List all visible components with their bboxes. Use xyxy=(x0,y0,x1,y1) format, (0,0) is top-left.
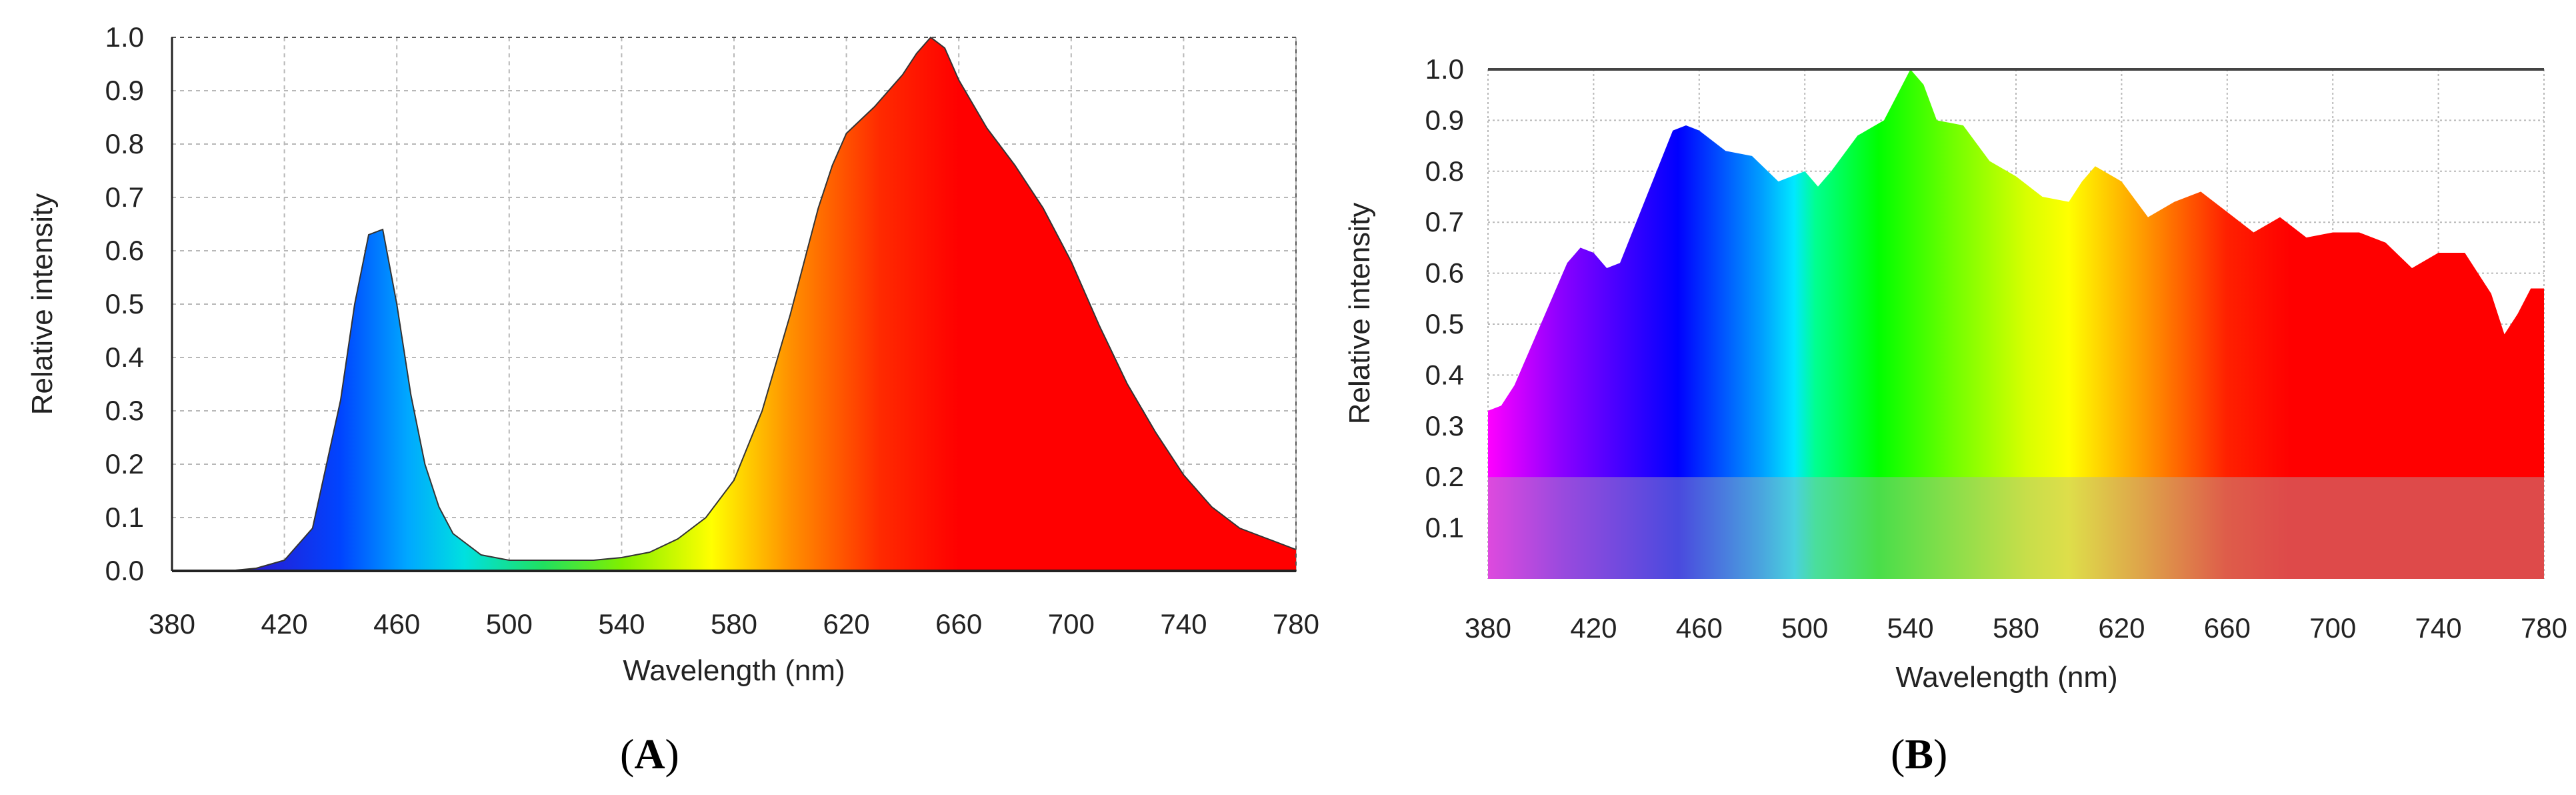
x-tick-a-2: 460 xyxy=(373,608,420,640)
x-tick-labels-b: 380 420 460 500 540 580 620 660 700 740 780 xyxy=(1465,612,2567,644)
y-tick-a-4: 0.4 xyxy=(105,341,144,373)
y-tick-a-8: 0.8 xyxy=(105,128,144,159)
chart-panel-b: 380 420 460 500 540 580 620 660 700 740 780 0.1 0.2… xyxy=(1343,53,2567,778)
y-tick-a-5: 0.5 xyxy=(105,288,144,319)
spectrum-area-a xyxy=(172,37,1296,571)
y-tick-b-7: 0.8 xyxy=(1425,155,1464,187)
panel-label-b: (B) xyxy=(1891,730,1947,778)
chart-panel-a: 380 420 460 500 540 580 620 660 700 740 780 0.0 0.1… xyxy=(26,21,1319,778)
y-tick-b-8: 0.9 xyxy=(1425,104,1464,135)
y-axis-title-b: Relative intensity xyxy=(1343,203,1376,425)
x-tick-a-6: 620 xyxy=(823,608,870,640)
x-tick-a-4: 540 xyxy=(598,608,645,640)
x-tick-a-5: 580 xyxy=(711,608,757,640)
x-axis-title-a: Wavelength (nm) xyxy=(623,654,845,687)
x-tick-a-1: 420 xyxy=(261,608,308,640)
x-tick-b-6: 620 xyxy=(2098,612,2145,644)
x-tick-b-7: 660 xyxy=(2204,612,2251,644)
x-tick-a-8: 700 xyxy=(1048,608,1095,640)
y-tick-a-3: 0.3 xyxy=(105,395,144,426)
x-tick-b-5: 580 xyxy=(1993,612,2039,644)
x-tick-b-9: 740 xyxy=(2415,612,2462,644)
y-tick-labels-a: 0.0 0.1 0.2 0.3 0.4 0.5 0.6 0.7 0.8 0.9 1.0 xyxy=(105,21,144,586)
y-tick-a-6: 0.6 xyxy=(105,235,144,266)
low-intensity-band-b xyxy=(1488,477,2544,579)
x-tick-b-10: 780 xyxy=(2521,612,2567,644)
y-tick-b-2: 0.3 xyxy=(1425,410,1464,442)
y-tick-a-1: 0.1 xyxy=(105,502,144,533)
x-tick-b-2: 460 xyxy=(1676,612,1723,644)
plot-frame-a xyxy=(171,37,1297,572)
panel-label-b-letter: B xyxy=(1905,730,1933,778)
x-tick-a-0: 380 xyxy=(149,608,195,640)
y-tick-a-10: 1.0 xyxy=(105,21,144,53)
x-tick-b-3: 500 xyxy=(1781,612,1828,644)
y-tick-a-2: 0.2 xyxy=(105,448,144,480)
x-tick-a-3: 500 xyxy=(486,608,533,640)
spectrum-area-b xyxy=(1488,69,2544,579)
y-tick-b-3: 0.4 xyxy=(1425,359,1464,390)
x-axis-title-b: Wavelength (nm) xyxy=(1895,661,2117,694)
x-tick-labels-a: 380 420 460 500 540 580 620 660 700 740 780 xyxy=(149,608,1319,640)
x-tick-b-0: 380 xyxy=(1465,612,1511,644)
y-tick-b-9: 1.0 xyxy=(1425,53,1464,85)
x-tick-a-7: 660 xyxy=(935,608,982,640)
y-axis-title-a: Relative intensity xyxy=(26,193,59,416)
x-tick-b-1: 420 xyxy=(1570,612,1617,644)
y-tick-b-5: 0.6 xyxy=(1425,257,1464,289)
x-tick-a-10: 780 xyxy=(1273,608,1319,640)
y-tick-b-6: 0.7 xyxy=(1425,206,1464,237)
x-tick-b-4: 540 xyxy=(1887,612,1934,644)
x-tick-b-8: 700 xyxy=(2309,612,2356,644)
y-tick-labels-b: 0.1 0.2 0.3 0.4 0.5 0.6 0.7 0.8 0.9 1.0 xyxy=(1425,53,1464,544)
y-tick-a-0: 0.0 xyxy=(105,555,144,586)
y-tick-a-9: 0.9 xyxy=(105,75,144,106)
panel-label-a: (A) xyxy=(620,730,679,778)
x-tick-a-9: 740 xyxy=(1160,608,1207,640)
y-tick-b-4: 0.5 xyxy=(1425,308,1464,339)
y-tick-a-7: 0.7 xyxy=(105,181,144,213)
y-tick-b-1: 0.2 xyxy=(1425,461,1464,492)
spectrum-outline-a xyxy=(172,36,1297,572)
y-tick-b-0: 0.1 xyxy=(1425,512,1464,544)
panel-label-a-letter: A xyxy=(634,730,665,778)
